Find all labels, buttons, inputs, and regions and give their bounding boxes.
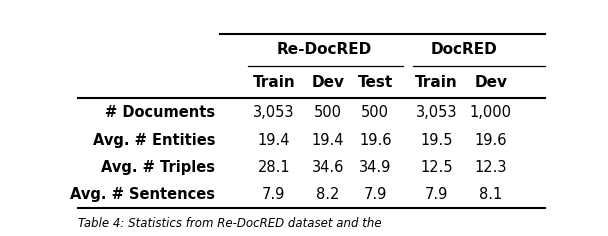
Text: Train: Train [252,75,295,90]
Text: 19.5: 19.5 [420,133,453,148]
Text: 500: 500 [361,105,389,120]
Text: 3,053: 3,053 [253,105,295,120]
Text: 8.2: 8.2 [316,187,340,202]
Text: 7.9: 7.9 [425,187,448,202]
Text: 3,053: 3,053 [416,105,457,120]
Text: Table 4: Statistics from Re-DocRED dataset and the: Table 4: Statistics from Re-DocRED datas… [78,217,382,230]
Text: Test: Test [358,75,393,90]
Text: 34.9: 34.9 [359,160,392,175]
Text: 12.5: 12.5 [420,160,453,175]
Text: 500: 500 [314,105,342,120]
Text: Re-DocRED: Re-DocRED [277,42,372,57]
Text: 7.9: 7.9 [364,187,387,202]
Text: 19.4: 19.4 [258,133,290,148]
Text: 28.1: 28.1 [258,160,290,175]
Text: Avg. # Entities: Avg. # Entities [92,133,215,148]
Text: Dev: Dev [474,75,507,90]
Text: Dev: Dev [311,75,345,90]
Text: 19.4: 19.4 [312,133,344,148]
Text: # Documents: # Documents [105,105,215,120]
Text: Avg. # Sentences: Avg. # Sentences [70,187,215,202]
Text: 19.6: 19.6 [359,133,392,148]
Text: 7.9: 7.9 [262,187,286,202]
Text: 12.3: 12.3 [474,160,507,175]
Text: Train: Train [415,75,458,90]
Text: Avg. # Triples: Avg. # Triples [101,160,215,175]
Text: 19.6: 19.6 [474,133,507,148]
Text: DocRED: DocRED [430,42,497,57]
Text: 1,000: 1,000 [469,105,512,120]
Text: 8.1: 8.1 [479,187,502,202]
Text: 34.6: 34.6 [312,160,344,175]
